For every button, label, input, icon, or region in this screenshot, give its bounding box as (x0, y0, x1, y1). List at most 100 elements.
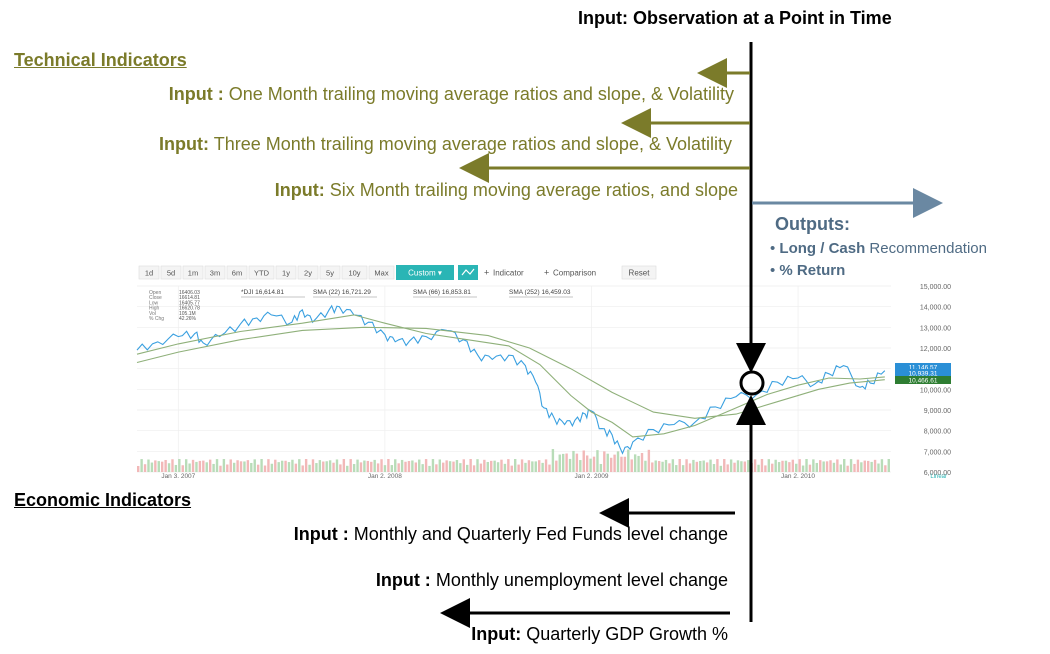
volume-bar (160, 461, 164, 472)
input-text: Quarterly GDP Growth % (526, 624, 728, 644)
volume-bar (609, 457, 613, 472)
volume-bar (880, 459, 884, 472)
range-button-max (368, 265, 395, 280)
volume-bar (387, 459, 390, 472)
volume-bar (452, 461, 455, 472)
volume-bar (171, 459, 174, 472)
range-button-1y (275, 265, 297, 280)
ohlc-value: 105.1M (179, 311, 196, 317)
range-button-6m (226, 265, 248, 280)
volume-bar (277, 462, 280, 472)
volume-bar (640, 452, 644, 472)
series-line-sma-252- (136, 326, 885, 419)
volume-bar (798, 459, 801, 472)
volume-bar (208, 459, 212, 472)
ohlc-value: 42.26% (179, 316, 197, 322)
x-tick-label: Jan 2, 2010 (781, 473, 815, 478)
economic-input-unemployment: Input : Monthly unemployment level chang… (376, 570, 728, 591)
chart-legend: *DJI 16,614.81 SMA (22) 16,721.29 SMA (66)… (241, 289, 573, 298)
input-label: Input: (274, 180, 325, 200)
volume-bar (822, 461, 825, 472)
volume-bar (263, 465, 267, 472)
price-badge-label: 11,146.57 (909, 365, 938, 372)
volume-bar (757, 464, 760, 472)
volume-bar (291, 459, 294, 472)
volume-bar (668, 463, 671, 472)
volume-bar (363, 460, 366, 472)
volume-bar (716, 459, 719, 472)
volume-bar (815, 462, 818, 472)
volume-bar (603, 451, 606, 472)
volume-bar (596, 450, 599, 472)
plot-background (135, 282, 955, 478)
range-label: 10y (348, 269, 360, 278)
volume-bar (537, 460, 541, 472)
range-button-3m (204, 265, 226, 280)
volume-bar (774, 459, 777, 472)
ohlc-label: High (149, 306, 160, 312)
volume-bar (781, 460, 784, 472)
volume-bar (791, 459, 795, 472)
ohlc-label: Close (149, 295, 162, 301)
volume-bar (311, 459, 315, 472)
custom-range-label: Custom ▾ (408, 269, 442, 278)
input-text: Monthly and Quarterly Fed Funds level ch… (353, 524, 728, 544)
output-rest: Recommendation (865, 240, 987, 257)
volume-bar (483, 459, 486, 472)
volume-bar (527, 460, 531, 472)
price-badge-label: 10,466.61 (909, 378, 938, 385)
volume-bar (280, 460, 284, 472)
volume-bar (849, 459, 853, 472)
volume-bar (356, 459, 359, 472)
range-button-5d (160, 265, 182, 280)
volume-bar (887, 459, 890, 472)
input-text: Six Month trailing moving average ratios… (329, 180, 738, 200)
volume-bar (352, 464, 356, 472)
volume-bar (870, 461, 873, 472)
volume-bar (431, 459, 435, 472)
volume-bar (829, 460, 832, 472)
range-label: 1y (282, 269, 290, 278)
volume-bar (243, 461, 246, 472)
volume-bar (795, 463, 798, 472)
volume-bar (486, 461, 489, 472)
volume-bar (380, 459, 383, 472)
volume-bar (753, 459, 757, 472)
volume-bars (137, 449, 890, 472)
volume-bar (819, 460, 822, 472)
volume-bar (771, 463, 774, 472)
volume-bar (202, 460, 205, 472)
volume-bar (390, 465, 394, 472)
x-tick-label: Jan 2, 2008 (368, 473, 402, 478)
volume-bar (514, 459, 517, 472)
volume-bar (256, 464, 260, 472)
volume-bar (856, 459, 860, 472)
volume-bar (150, 462, 154, 472)
volume-bar (723, 459, 726, 472)
volume-bar (400, 459, 404, 472)
range-label: 3m (210, 269, 220, 278)
volume-bar (675, 465, 678, 472)
volume-bar (476, 459, 479, 472)
volume-bar (167, 463, 171, 472)
volume-bar (558, 454, 561, 472)
range-label: 1m (188, 269, 198, 278)
volume-bar (260, 459, 263, 472)
volume-bar (318, 460, 322, 472)
y-tick-label: 9,000.00 (924, 408, 951, 415)
volume-bar (349, 459, 352, 472)
range-label: 2y (304, 269, 312, 278)
volume-bar (616, 451, 620, 472)
volume-bar (479, 463, 483, 472)
volume-bar (462, 459, 465, 472)
volume-bar (633, 454, 637, 472)
volume-bar (592, 456, 596, 472)
volume-bar (630, 459, 633, 472)
input-text: One Month trailing moving average ratios… (228, 84, 734, 104)
volume-bar (702, 460, 705, 472)
volume-bar (376, 463, 380, 472)
volume-bar (298, 459, 301, 472)
volume-bar (181, 465, 184, 472)
y-tick-label: 14,000.00 (920, 305, 951, 312)
volume-bar (627, 449, 630, 472)
